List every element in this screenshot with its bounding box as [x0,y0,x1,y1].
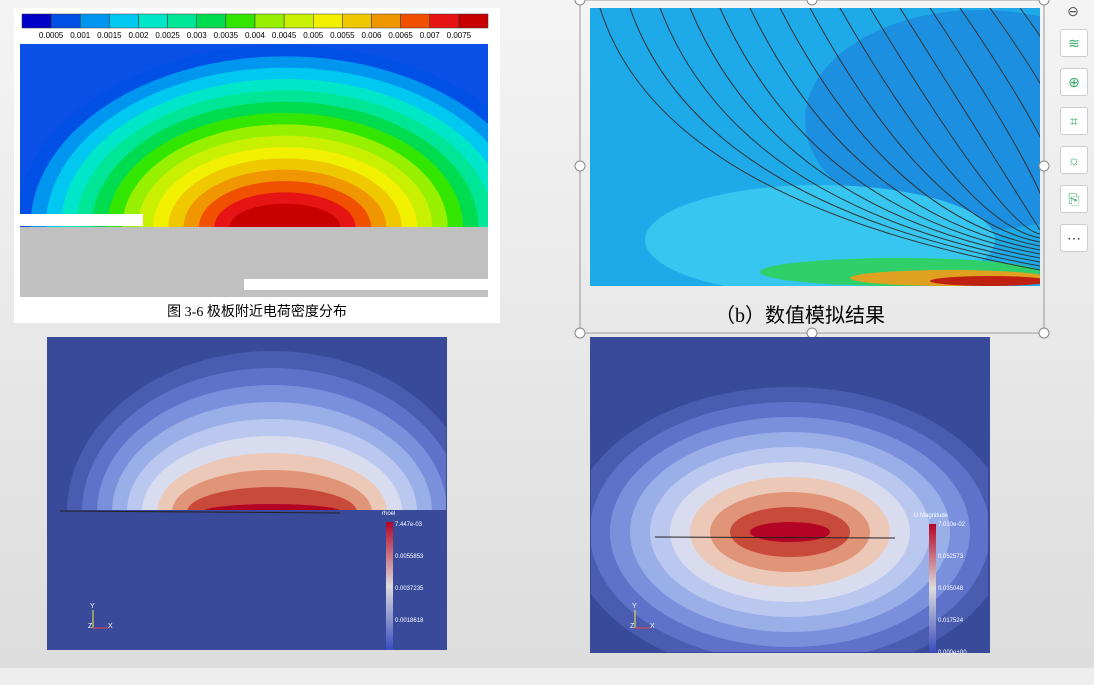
colorbar-cell [225,13,256,29]
streamline [959,8,1040,223]
streamline [779,8,1040,247]
streamline [809,8,1040,243]
contour [204,504,340,510]
collapse[interactable]: ⊖ [1067,3,1079,19]
crop[interactable]: ⌗ [1060,107,1088,135]
colorbar-cell [50,13,81,29]
colorbar-label: 0.0035 [214,31,239,40]
contour-plot [591,372,988,652]
colorbar-cell [21,13,52,29]
colorbar-cell [167,13,197,29]
colorbar-label: 0.0065 [388,31,413,40]
streamline [689,8,1040,259]
more[interactable]: ⋯ [1060,224,1088,252]
colorbar-label: 0.002 [128,31,149,40]
streamline [899,8,1040,231]
legend-label: 7.447e-03 [395,522,423,528]
colorbar-label: 0.004 [245,31,266,40]
legend-label: 0.000e+00 [938,650,967,656]
colorbar-cell [458,13,489,29]
legend-title: U Magnitude [914,513,949,519]
streamline [989,8,1040,219]
colorbar-label: 0.0045 [272,31,297,40]
colorbar-cell [283,13,314,29]
colorbar-cell [254,13,285,29]
axis-label: X [108,623,113,630]
legend-label: 0.0037235 [395,586,424,592]
plate [654,536,896,539]
colorbar-cell [109,13,139,29]
contour-plot [20,44,488,227]
colorbar-label: 0.0005 [39,31,64,40]
colorbar-label: 0.0055 [330,31,355,40]
colorbar-label: 0.005 [303,31,324,40]
caption: （b）数值模拟结果 [715,304,885,327]
colorbar-cell [196,13,227,29]
colorbar: 0.0005 0.001 0.0015 0.002 0.0025 0.003 0.0035 0… [21,13,489,40]
streamline [929,8,1040,227]
plate [20,214,143,226]
status-strip [0,668,1094,685]
caption: 图 3-6 极板附近电荷密度分布 [167,303,347,320]
plate [59,510,341,514]
colorbar-cell [80,13,110,29]
streamline [839,8,1040,239]
colorbar-cell [138,13,168,29]
streamline [599,8,1040,271]
colorbar-label: 0.007 [420,31,441,40]
legend-label: 0.017524 [938,618,964,624]
colorbar-cell [400,13,430,29]
axis-label: Y [632,603,637,610]
legend-label: 0.0055853 [395,554,424,560]
plate [244,279,488,290]
zoom[interactable]: ⊕ [1060,68,1088,96]
contour [187,487,357,510]
colorbar-cell [371,13,401,29]
ideas[interactable]: ☼ [1060,146,1088,174]
legend-title: rhoel [382,511,395,517]
legend-label: 0.0018618 [395,618,424,624]
contour [750,522,830,542]
contour [229,203,341,227]
colorbar-label: 0.0025 [155,31,180,40]
streamline [629,8,1040,267]
axis-label: Z [630,623,635,630]
colorbar-label: 0.001 [70,31,91,40]
colorbar-cell [342,13,372,29]
legend-label: 0.035048 [938,586,964,592]
axis-label: Y [90,603,95,610]
axis-label: Z [88,623,93,630]
convert[interactable]: ⎘ [1060,185,1088,213]
legend-label: 0.052573 [938,554,964,560]
colorbar-label: 0.003 [187,31,208,40]
streamline [719,8,1040,255]
legend-label: 7.010e-02 [938,522,966,528]
streamline [869,8,1040,235]
legend-bar [929,524,936,652]
handles [574,0,1050,339]
colorbar-cell [429,13,460,29]
axis-label: X [650,623,655,630]
colorbar-cell [313,13,343,29]
streamline [659,8,1040,263]
colorbar-label: 0.006 [361,31,382,40]
colorbar-label: 0.0015 [97,31,122,40]
streamline [749,8,1040,251]
streamline-plot [590,8,1040,286]
colorbar-label: 0.0075 [447,31,472,40]
legend-bar [386,522,393,650]
layers[interactable]: ≋ [1060,29,1088,57]
contour-plot [52,338,446,510]
